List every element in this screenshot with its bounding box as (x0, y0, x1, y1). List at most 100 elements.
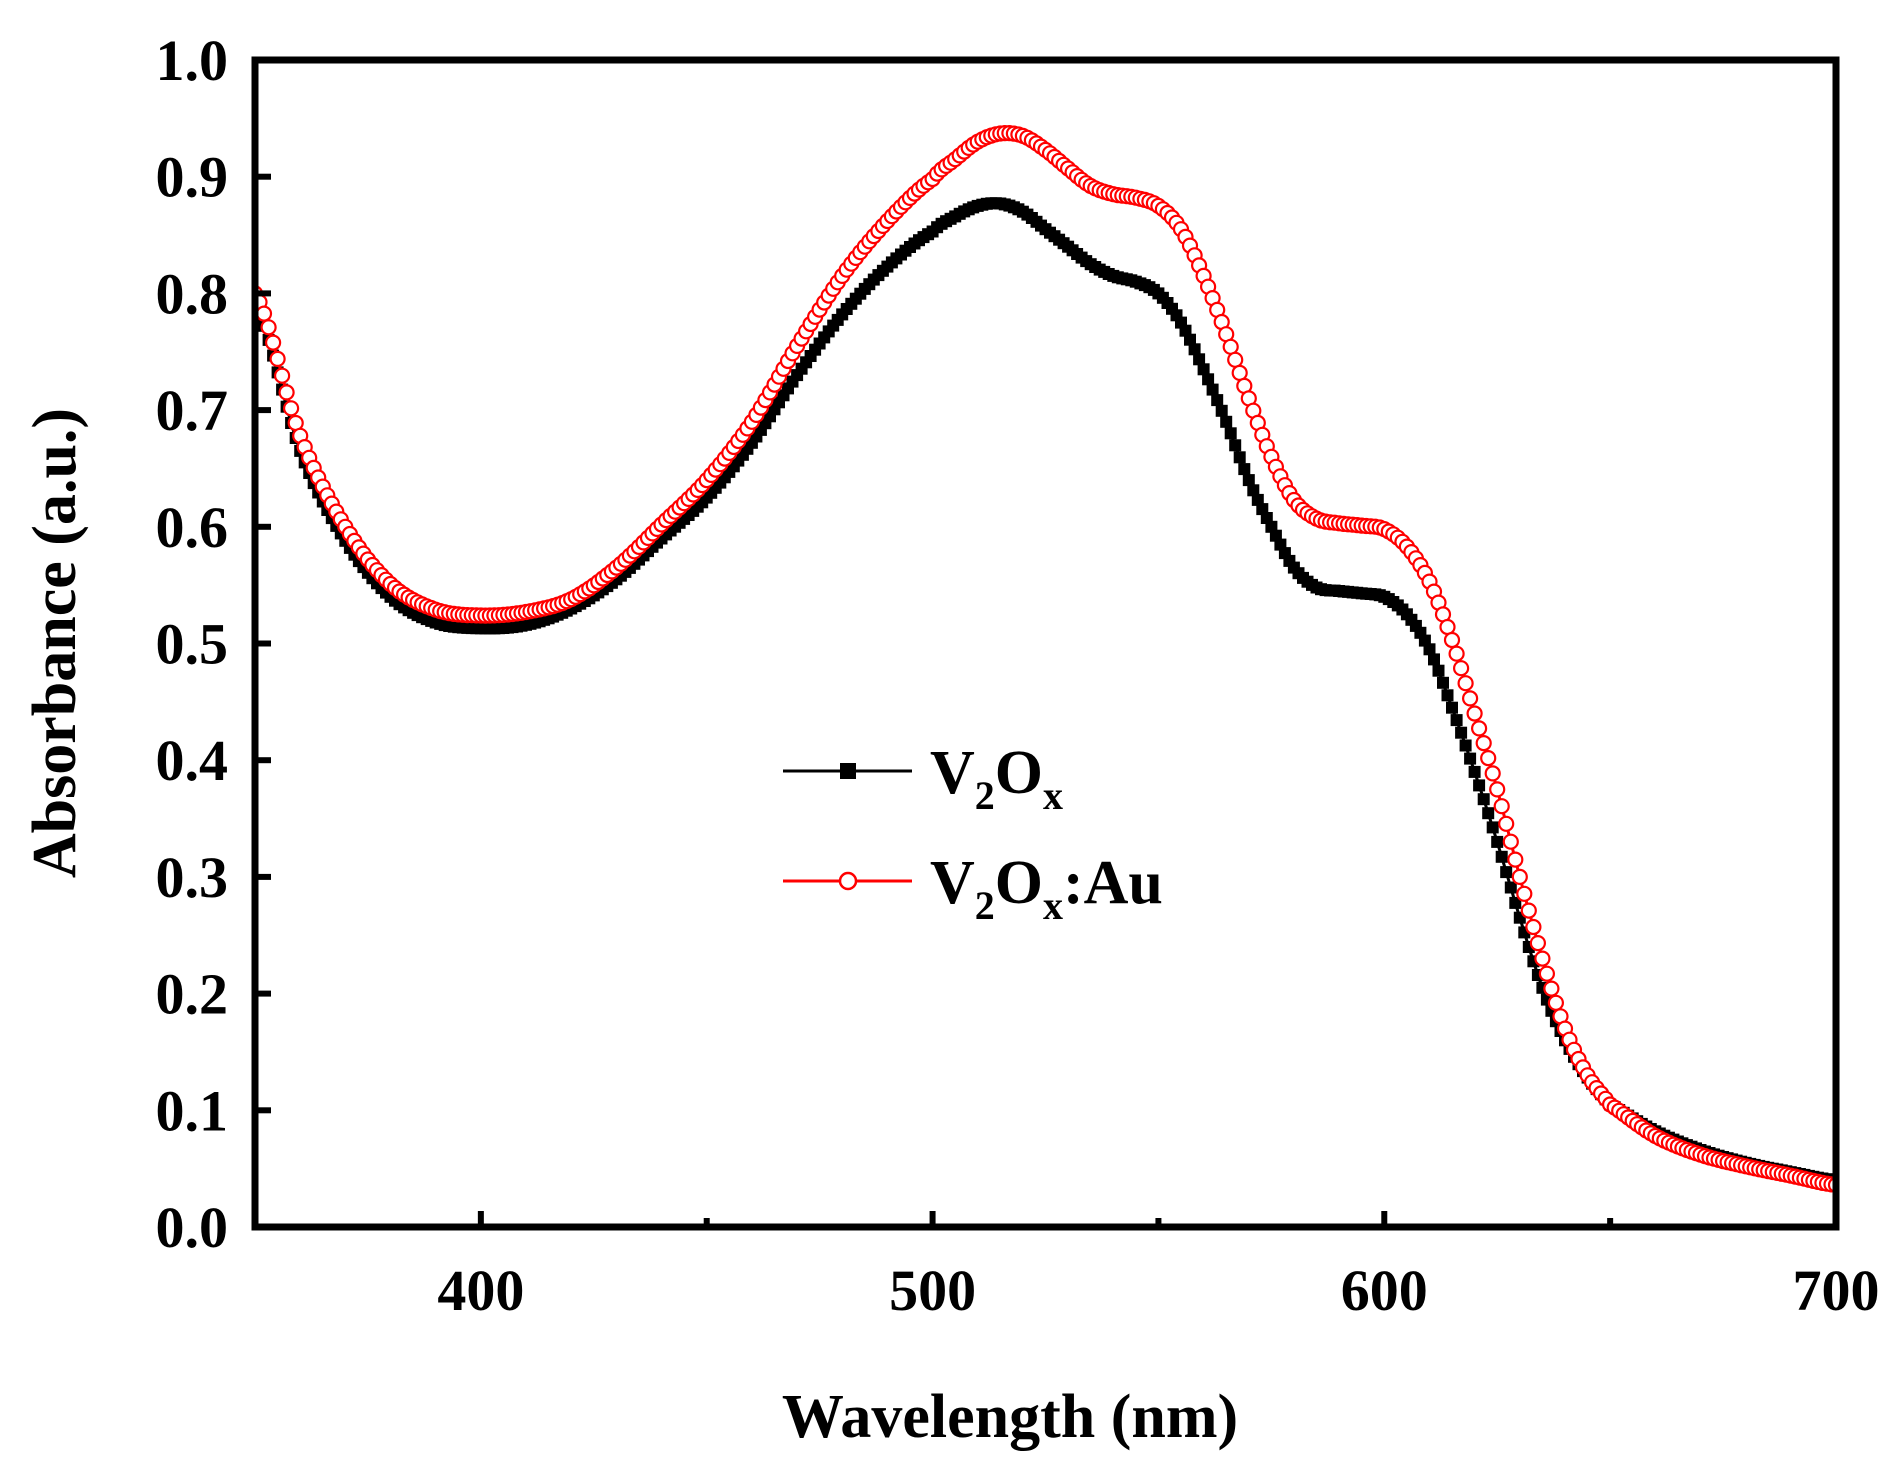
series-line (255, 131, 1836, 1187)
data-point (1455, 726, 1468, 739)
y-tick-label: 0.2 (156, 962, 229, 1027)
legend-marker (840, 763, 856, 779)
data-point (1486, 821, 1499, 834)
data-point (1457, 675, 1474, 692)
x-tick-label: 700 (1793, 1258, 1880, 1323)
data-point (1432, 664, 1445, 677)
data-point (1491, 835, 1504, 848)
y-tick-label: 0.5 (156, 612, 229, 677)
data-point (1423, 643, 1436, 656)
data-point (1473, 779, 1486, 792)
data-point (1525, 918, 1542, 936)
legend-label: V2Ox (930, 739, 1063, 818)
data-point (1211, 394, 1224, 407)
data-point (1516, 885, 1533, 902)
data-point (1482, 807, 1495, 820)
data-point (265, 334, 282, 351)
x-axis-title: Wavelength (nm) (782, 1383, 1238, 1451)
data-point (1452, 660, 1470, 677)
data-point (1538, 965, 1556, 982)
y-tick-label: 0.3 (156, 845, 229, 910)
data-point (1495, 850, 1508, 863)
data-point (1480, 749, 1497, 767)
data-point (283, 400, 300, 417)
data-point (1493, 798, 1510, 815)
data-point (1220, 415, 1233, 428)
data-point (1238, 463, 1251, 476)
data-point (1459, 739, 1472, 752)
data-point (1231, 364, 1248, 381)
data-point (1502, 833, 1519, 850)
data-point (1229, 439, 1242, 452)
legend-label: V2Ox:Au (930, 849, 1163, 928)
data-point (278, 384, 295, 401)
data-point (255, 305, 273, 322)
data-point (274, 367, 291, 384)
data-point (1461, 690, 1479, 707)
series-v2ox (255, 197, 1836, 1187)
legend-item: V2Ox:Au (783, 849, 1163, 928)
legend-marker (838, 871, 858, 891)
legend-item: V2Ox (783, 739, 1063, 818)
y-tick-label: 0.9 (156, 145, 229, 210)
data-point (1509, 896, 1522, 909)
data-point (1468, 765, 1481, 778)
data-point (1498, 815, 1515, 832)
x-tick-label: 500 (889, 1258, 976, 1323)
data-point (269, 350, 286, 367)
y-tick-label: 1.0 (156, 28, 229, 93)
data-point (1500, 866, 1513, 879)
data-point (1439, 618, 1456, 636)
data-point (1464, 752, 1477, 765)
data-point (1202, 373, 1215, 386)
y-tick-label: 0.7 (156, 378, 229, 443)
data-point (1489, 781, 1506, 798)
data-point (1233, 451, 1246, 464)
series-v2ox-au (255, 125, 1836, 1194)
data-point (1547, 994, 1565, 1011)
data-point (1450, 714, 1463, 727)
legend: V2Ox V2Ox:Au (783, 739, 1163, 928)
data-point (1511, 868, 1528, 886)
data-point (1448, 645, 1465, 662)
x-tick-label: 600 (1341, 1258, 1428, 1323)
data-point (1188, 343, 1201, 356)
data-point (1475, 734, 1492, 752)
data-point (1247, 484, 1260, 497)
data-point (1256, 503, 1269, 516)
data-point (1446, 701, 1458, 714)
y-axis-title: Absorbance (a.u.) (21, 408, 89, 878)
data-point (1441, 689, 1454, 702)
data-point (1222, 338, 1239, 355)
y-tick-label: 0.0 (156, 1195, 229, 1260)
data-point (1437, 676, 1449, 689)
data-point (1227, 351, 1244, 368)
data-point (1215, 404, 1228, 417)
data-point (1477, 793, 1490, 806)
y-tick-label: 0.8 (156, 261, 229, 326)
data-point (1520, 902, 1537, 919)
data-point (1197, 363, 1210, 376)
data-point (1507, 851, 1524, 868)
y-tick-label: 0.4 (156, 728, 229, 793)
data-point (1466, 705, 1483, 722)
data-point (1484, 765, 1501, 782)
data-point (1443, 631, 1461, 649)
data-point (1504, 881, 1517, 894)
data-point (1543, 980, 1560, 997)
y-tick-label: 0.6 (156, 495, 229, 560)
data-point (1534, 950, 1551, 967)
data-point (1242, 474, 1255, 487)
ticks-layer: 400 500 600 700 0.0 0.1 0.2 0.3 0.4 0.5 0.6 0.7 0.8 0… (156, 28, 1880, 1323)
data-point (1206, 383, 1219, 396)
data-point (1193, 353, 1206, 366)
data-point (1428, 653, 1440, 666)
data-point (1529, 934, 1547, 952)
y-tick-label: 0.1 (156, 1078, 229, 1143)
series-line (255, 201, 1836, 1182)
data-point (1251, 493, 1264, 506)
data-point (1470, 720, 1488, 737)
data-point (1224, 427, 1237, 440)
x-tick-label: 400 (437, 1258, 524, 1323)
data-point (1184, 333, 1196, 346)
